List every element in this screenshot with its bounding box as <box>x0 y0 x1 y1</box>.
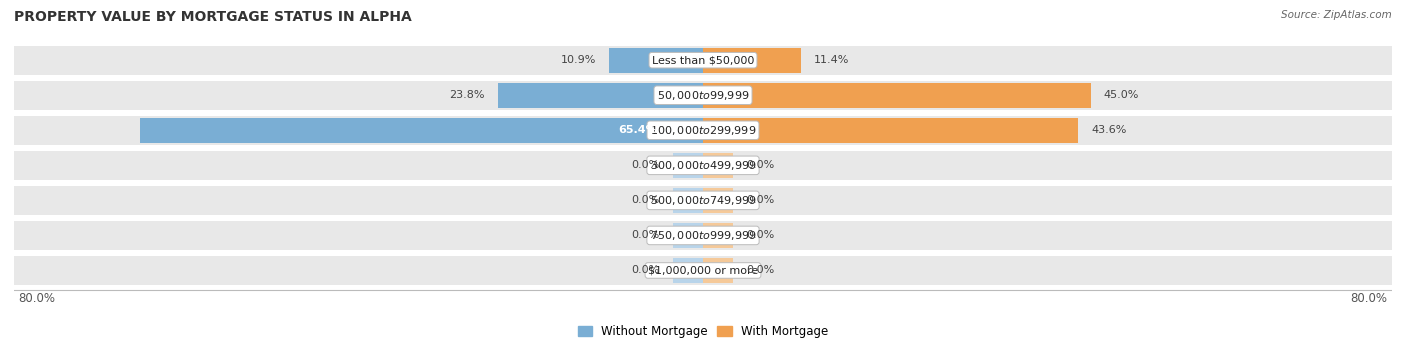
Legend: Without Mortgage, With Mortgage: Without Mortgage, With Mortgage <box>574 321 832 341</box>
Bar <box>14 221 1392 250</box>
Text: PROPERTY VALUE BY MORTGAGE STATUS IN ALPHA: PROPERTY VALUE BY MORTGAGE STATUS IN ALP… <box>14 10 412 24</box>
Text: 80.0%: 80.0% <box>18 292 55 305</box>
Bar <box>14 186 1392 215</box>
Bar <box>703 258 733 283</box>
Text: 43.6%: 43.6% <box>1091 125 1126 135</box>
Bar <box>14 81 1392 109</box>
Text: 10.9%: 10.9% <box>561 55 596 65</box>
Text: 65.4%: 65.4% <box>619 125 657 135</box>
Bar <box>673 223 703 248</box>
Text: 0.0%: 0.0% <box>747 195 775 205</box>
Bar <box>609 48 703 73</box>
Bar <box>673 153 703 178</box>
Bar <box>14 256 1392 285</box>
Text: $500,000 to $749,999: $500,000 to $749,999 <box>650 194 756 207</box>
Text: 11.4%: 11.4% <box>814 55 849 65</box>
Text: 0.0%: 0.0% <box>747 160 775 170</box>
Text: Source: ZipAtlas.com: Source: ZipAtlas.com <box>1281 10 1392 20</box>
Bar <box>14 151 1392 180</box>
Text: $50,000 to $99,999: $50,000 to $99,999 <box>657 89 749 102</box>
Bar <box>673 188 703 213</box>
Bar <box>14 116 1392 145</box>
Bar <box>703 83 1091 108</box>
Text: 0.0%: 0.0% <box>631 266 659 276</box>
Bar <box>703 118 1078 143</box>
Text: 0.0%: 0.0% <box>631 231 659 240</box>
Bar <box>14 46 1392 75</box>
Text: 23.8%: 23.8% <box>450 90 485 100</box>
Bar <box>673 258 703 283</box>
Text: $750,000 to $999,999: $750,000 to $999,999 <box>650 229 756 242</box>
Bar <box>498 83 703 108</box>
Bar <box>703 153 733 178</box>
Text: $100,000 to $299,999: $100,000 to $299,999 <box>650 124 756 137</box>
Bar <box>703 188 733 213</box>
Bar <box>139 118 703 143</box>
Bar <box>703 223 733 248</box>
Text: $1,000,000 or more: $1,000,000 or more <box>648 266 758 276</box>
Text: 45.0%: 45.0% <box>1104 90 1139 100</box>
Text: 0.0%: 0.0% <box>747 266 775 276</box>
Text: 80.0%: 80.0% <box>1351 292 1388 305</box>
Text: $300,000 to $499,999: $300,000 to $499,999 <box>650 159 756 172</box>
Text: 0.0%: 0.0% <box>747 231 775 240</box>
Bar <box>703 48 801 73</box>
Text: Less than $50,000: Less than $50,000 <box>652 55 754 65</box>
Text: 0.0%: 0.0% <box>631 160 659 170</box>
Text: 0.0%: 0.0% <box>631 195 659 205</box>
